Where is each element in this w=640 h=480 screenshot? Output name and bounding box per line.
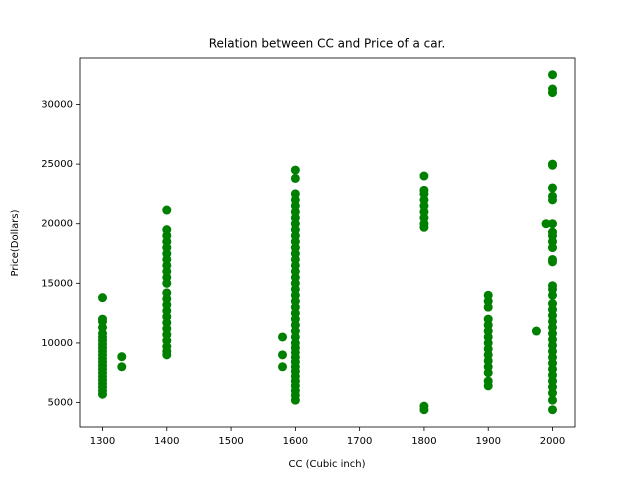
chart-title: Relation between CC and Price of a car.: [209, 37, 446, 51]
x-tick-label: 1700: [347, 436, 372, 447]
point: [162, 288, 172, 298]
y-tick-label: 10000: [41, 338, 73, 349]
x-tick-label: 1600: [283, 436, 308, 447]
y-tick-label: 5000: [48, 398, 73, 409]
point: [290, 165, 300, 175]
point: [290, 173, 300, 183]
point: [117, 352, 127, 362]
point: [548, 281, 557, 291]
point: [483, 376, 493, 386]
point: [419, 171, 429, 181]
point: [548, 254, 557, 264]
point: [548, 395, 557, 405]
point: [290, 189, 300, 199]
x-tick-label: 1300: [90, 436, 115, 447]
point: [162, 205, 172, 215]
y-tick-label: 30000: [41, 99, 73, 110]
point: [483, 314, 493, 324]
y-axis-label: Price(Dollars): [10, 209, 21, 276]
x-tick-label: 2000: [540, 436, 565, 447]
point: [117, 362, 127, 372]
point: [98, 314, 107, 324]
point: [548, 159, 557, 169]
point: [548, 299, 557, 309]
point: [419, 401, 429, 411]
point: [548, 191, 557, 201]
point: [98, 293, 107, 303]
point: [548, 405, 557, 415]
point: [419, 185, 429, 195]
point: [162, 225, 172, 235]
point: [548, 183, 557, 193]
x-axis-label: CC (Cubic inch): [288, 459, 365, 470]
x-tick-label: 1900: [475, 436, 500, 447]
y-tick-label: 20000: [41, 219, 73, 230]
x-tick-label: 1800: [411, 436, 436, 447]
plot-frame: [79, 57, 576, 428]
point: [278, 350, 287, 360]
point: [548, 219, 557, 229]
x-tick-label: 1400: [154, 436, 179, 447]
y-tick-label: 15000: [41, 278, 73, 289]
point: [541, 219, 551, 229]
point: [548, 227, 557, 237]
x-tick-label: 1500: [218, 436, 243, 447]
point: [278, 332, 287, 342]
point: [278, 362, 287, 372]
y-tick-label: 25000: [41, 159, 73, 170]
point: [548, 70, 557, 80]
point: [548, 84, 557, 94]
point: [483, 290, 493, 300]
point: [531, 326, 541, 336]
